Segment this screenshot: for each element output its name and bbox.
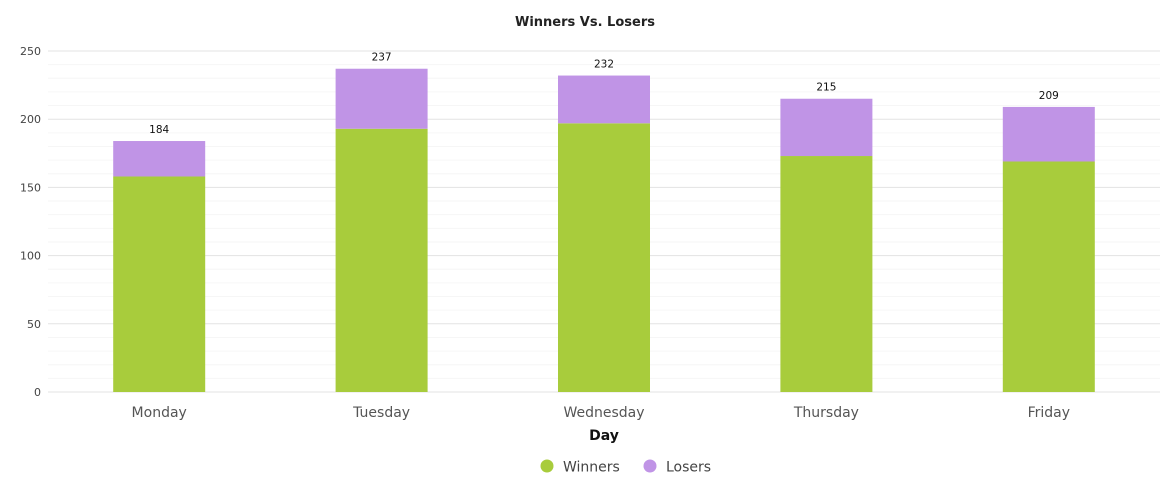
legend-label: Winners: [563, 460, 620, 476]
bar-losers-wednesday[interactable]: [558, 75, 650, 124]
legend-item-winners[interactable]: Winners: [540, 459, 620, 476]
total-label: 232: [594, 59, 614, 71]
total-label: 184: [149, 124, 169, 136]
y-tick-label: 50: [27, 318, 41, 331]
bar-winners-thursday[interactable]: [780, 156, 873, 392]
x-tick-label: Friday: [1028, 405, 1070, 421]
bars-layer: [113, 68, 1095, 393]
chart-title: Winners Vs. Losers: [515, 15, 655, 30]
y-tick-label: 0: [34, 386, 41, 399]
total-label: 209: [1039, 90, 1059, 102]
labels-layer: 184 Monday 237 Tuesday 232 Wednesday 215 Thursd…: [132, 52, 1070, 421]
legend: Winners Losers: [540, 459, 712, 476]
bar-losers-friday[interactable]: [1002, 106, 1095, 162]
bar-winners-tuesday[interactable]: [335, 128, 428, 393]
legend-label: Losers: [666, 460, 711, 476]
bar-losers-thursday[interactable]: [780, 98, 873, 157]
x-axis-label: Day: [589, 428, 619, 444]
total-label: 215: [816, 82, 836, 94]
y-tick-label: 200: [20, 113, 41, 126]
x-tick-label: Wednesday: [563, 405, 644, 421]
bar-losers-tuesday[interactable]: [335, 68, 428, 129]
x-tick-label: Tuesday: [352, 405, 410, 421]
legend-marker: [643, 459, 657, 473]
y-tick-label: 250: [20, 45, 41, 58]
legend-item-losers[interactable]: Losers: [643, 459, 712, 476]
bar-winners-monday[interactable]: [113, 176, 206, 392]
bar-winners-wednesday[interactable]: [558, 123, 650, 393]
y-tick-label: 100: [20, 250, 41, 263]
bar-winners-friday[interactable]: [1002, 161, 1095, 392]
x-tick-label: Monday: [132, 405, 187, 421]
legend-marker: [540, 459, 554, 473]
total-label: 237: [372, 52, 392, 64]
y-tick-label: 150: [20, 181, 41, 194]
bar-losers-monday[interactable]: [113, 141, 206, 177]
x-tick-label: Thursday: [793, 405, 859, 421]
